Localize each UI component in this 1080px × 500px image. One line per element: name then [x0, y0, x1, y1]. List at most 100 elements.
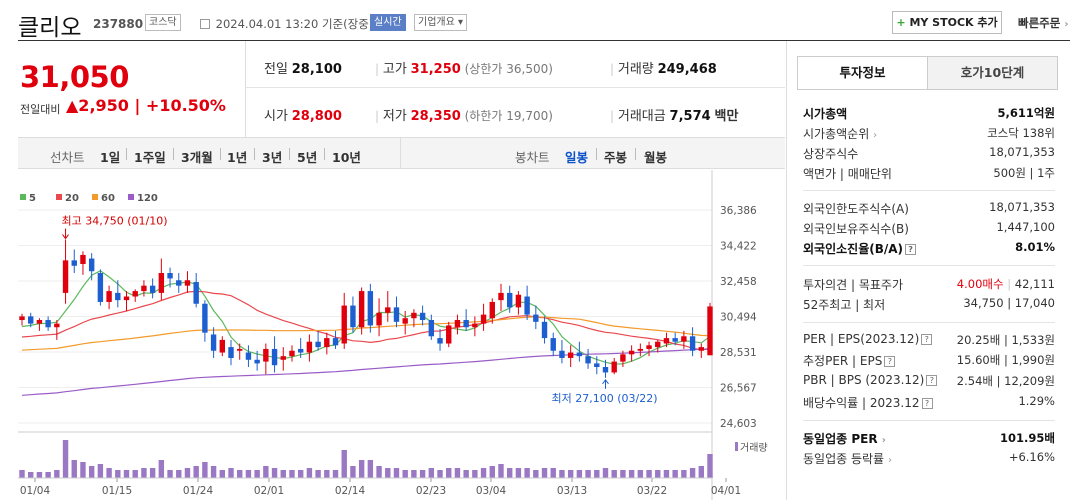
candle-body — [210, 334, 217, 351]
volume-bar — [611, 470, 617, 478]
period-weekly[interactable]: 주봉 — [604, 150, 628, 165]
candle-body — [176, 280, 182, 286]
volume-bar — [167, 470, 173, 478]
current-price: 31,050 — [20, 60, 129, 94]
period-10y[interactable]: 10년 — [332, 150, 361, 165]
candle-body — [219, 339, 226, 353]
x-tick-label: 03/13 — [557, 485, 587, 497]
volume-bar — [123, 470, 130, 478]
volume-bar — [419, 470, 426, 478]
volume-bar — [45, 472, 51, 478]
volume-bar — [149, 468, 156, 478]
price-chart[interactable]: 5 20 60 120 최고 34,750 (01/10) 최저 27,100 (03/… — [0, 170, 786, 500]
candle-body — [358, 291, 365, 328]
price-change: ▲2,950 | +10.50% — [66, 96, 226, 115]
legend-label-5: 5 — [29, 193, 36, 204]
volume-bar — [237, 470, 243, 478]
candle-body — [707, 306, 713, 356]
candle-body — [167, 273, 173, 279]
volume-bar — [210, 466, 217, 478]
volume-bar — [498, 464, 504, 478]
help-icon: ? — [926, 375, 938, 386]
realtime-badge[interactable]: 실시간 — [370, 14, 406, 31]
chart-legend: 5 20 60 120 — [20, 193, 158, 204]
volume-bar — [141, 468, 147, 478]
legend-label-120: 120 — [137, 193, 158, 204]
industry-change-row[interactable]: 동일업종 등락률 › +6.16% — [803, 450, 1055, 466]
period-3y[interactable]: 3년 — [262, 150, 283, 165]
quick-order-button[interactable]: 빠른주문 › — [1018, 16, 1069, 30]
volume-bar — [620, 470, 626, 478]
candle-body — [80, 254, 86, 264]
high-annotation: 최고 34,750 (01/10) — [62, 215, 168, 228]
volume: | 거래량 249,468 — [610, 62, 717, 77]
ma-line-5 — [21, 270, 711, 365]
x-tick-label: 01/24 — [183, 485, 214, 497]
volume-bar — [254, 470, 260, 478]
volume-bar — [689, 468, 696, 478]
period-1y[interactable]: 1년 — [227, 150, 248, 165]
candle-body — [54, 323, 60, 328]
low-annotation: 최저 27,100 (03/22) — [551, 392, 657, 405]
candle-body — [672, 338, 678, 342]
volume-bar — [193, 466, 199, 478]
legend-swatch-120 — [128, 194, 134, 200]
candle-body — [489, 301, 495, 319]
legend-swatch-5 — [20, 194, 26, 200]
period-5y[interactable]: 5년 — [297, 150, 318, 165]
volume-bar — [411, 470, 417, 478]
volume-bar — [228, 468, 234, 478]
volume-bar — [602, 468, 609, 478]
volume-label: 거래량 — [740, 442, 768, 454]
candle-chart-label: 봉차트 — [515, 150, 550, 165]
open-price: 시가 28,800 — [264, 109, 342, 124]
volume-bar — [184, 468, 191, 478]
volume-bar — [567, 470, 574, 478]
period-1d[interactable]: 1일 — [100, 150, 121, 165]
help-icon: ? — [921, 334, 933, 345]
volume-bar — [463, 470, 469, 478]
candle-body — [646, 345, 652, 349]
high-arrow-head — [62, 234, 69, 240]
candle-body — [689, 336, 696, 351]
volume-bar — [576, 470, 583, 478]
volume-bar — [472, 470, 478, 478]
volume-bar — [71, 460, 77, 478]
volume-bar — [707, 454, 713, 478]
stock-code: 237880 — [93, 17, 144, 31]
y-tick-label: 34,422 — [720, 241, 757, 253]
volume-bar — [376, 466, 382, 478]
volume-bar — [358, 460, 365, 478]
tab-orderbook[interactable]: 호가10단계 — [927, 56, 1058, 90]
period-daily[interactable]: 일봉 — [565, 150, 589, 165]
industry-per-row[interactable]: 동일업종 PER › 101.95배 — [803, 431, 1055, 446]
candle-body — [524, 296, 530, 315]
volume-bar — [280, 470, 286, 478]
chevron-right-icon: › — [1064, 19, 1069, 30]
ma-line-20 — [21, 290, 711, 351]
mystock-add-button[interactable]: + MY STOCK 추가 — [892, 11, 1002, 34]
period-3m[interactable]: 3개월 — [181, 150, 213, 165]
per-row: PER | EPS(2023.12)? 20.25배 | 1,533원 — [803, 332, 1055, 347]
market-cap-rank-row[interactable]: 시가총액순위 › 코스닥 138위 — [803, 126, 1055, 141]
candle-body — [341, 305, 347, 344]
volume-bar — [393, 468, 400, 478]
volume-bar — [489, 466, 495, 478]
candle-body — [602, 367, 609, 373]
legend-swatch-60 — [92, 194, 98, 200]
company-info-dropdown[interactable]: 기업개요 ▾ — [414, 14, 467, 31]
low-price: | 저가 28,350 (하한가 19,700) — [375, 109, 553, 124]
candle-body — [681, 336, 687, 342]
period-1w[interactable]: 1주일 — [134, 150, 166, 165]
high-price: | 고가 31,250 (상한가 36,500) — [375, 62, 553, 77]
volume-bar — [385, 468, 391, 478]
volume-bar — [315, 470, 321, 478]
volume-bar — [428, 468, 435, 478]
candle-body — [506, 292, 513, 308]
period-monthly[interactable]: 월봉 — [644, 150, 668, 165]
volume-bar — [402, 470, 408, 478]
tab-invest-info[interactable]: 투자정보 — [797, 56, 928, 90]
quote-datetime: 2024.04.01 13:20 기준(장중) — [200, 16, 373, 32]
volume-bar — [480, 468, 487, 478]
ma-line-120 — [21, 348, 711, 396]
